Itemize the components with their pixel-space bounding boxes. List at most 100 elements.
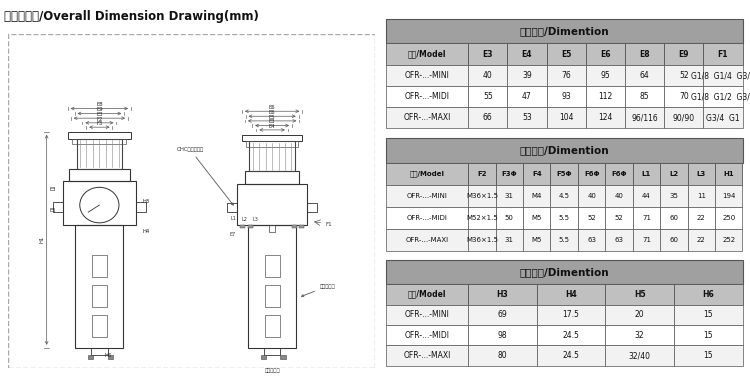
Text: 5.5: 5.5 xyxy=(559,237,570,243)
Bar xyxy=(307,203,317,213)
Text: 手动放水阀: 手动放水阀 xyxy=(264,368,280,373)
Text: M5: M5 xyxy=(532,215,542,221)
Bar xyxy=(664,107,704,128)
Text: 外形尺寸/Dimention: 外形尺寸/Dimention xyxy=(520,267,609,277)
Bar xyxy=(242,134,302,141)
Bar xyxy=(664,65,704,86)
Text: 型号/Model: 型号/Model xyxy=(408,290,446,299)
Text: 32/40: 32/40 xyxy=(628,351,651,360)
Text: F3Φ: F3Φ xyxy=(502,171,518,177)
Text: F2: F2 xyxy=(96,116,103,121)
Bar xyxy=(108,355,113,359)
Bar xyxy=(264,348,280,355)
Bar xyxy=(625,86,664,107)
Text: M36×1.5: M36×1.5 xyxy=(466,193,498,199)
Text: OFR-...-MAXI: OFR-...-MAXI xyxy=(404,351,451,360)
Bar xyxy=(625,43,664,65)
Text: E3: E3 xyxy=(50,187,56,192)
Bar xyxy=(578,163,605,185)
Bar xyxy=(92,315,107,337)
Text: E9: E9 xyxy=(96,107,103,112)
Text: 63: 63 xyxy=(614,237,623,243)
Text: 98: 98 xyxy=(498,331,507,340)
Bar xyxy=(496,185,523,207)
Text: E3: E3 xyxy=(482,49,493,59)
Bar xyxy=(92,255,107,277)
Bar xyxy=(507,107,547,128)
Text: 55: 55 xyxy=(483,92,493,101)
Text: 24.5: 24.5 xyxy=(562,331,580,340)
Bar xyxy=(547,107,586,128)
Text: 70: 70 xyxy=(679,92,688,101)
Bar xyxy=(496,163,523,185)
Bar xyxy=(386,19,742,43)
Text: 40: 40 xyxy=(483,71,493,80)
Bar xyxy=(547,65,586,86)
Bar xyxy=(704,65,742,86)
Text: M5: M5 xyxy=(532,237,542,243)
Bar xyxy=(468,185,496,207)
Text: 95: 95 xyxy=(601,71,610,80)
Text: OFR-...-MIDI: OFR-...-MIDI xyxy=(405,331,450,340)
Text: L1: L1 xyxy=(231,216,237,221)
Text: 96/116: 96/116 xyxy=(632,113,658,122)
Bar xyxy=(633,229,660,251)
Text: L3: L3 xyxy=(697,171,706,177)
Text: F6Φ: F6Φ xyxy=(611,171,627,177)
Bar xyxy=(715,163,742,185)
Text: 31: 31 xyxy=(505,237,514,243)
Text: H5: H5 xyxy=(634,290,646,299)
Text: F6Φ: F6Φ xyxy=(584,171,599,177)
Text: OFR-...-MIDI: OFR-...-MIDI xyxy=(406,215,448,221)
Bar xyxy=(605,185,633,207)
Bar xyxy=(704,43,742,65)
Text: 20: 20 xyxy=(634,310,644,319)
Text: E6: E6 xyxy=(268,105,275,110)
Text: 47: 47 xyxy=(522,92,532,101)
Text: L2: L2 xyxy=(669,171,679,177)
Bar xyxy=(468,163,496,185)
Text: L1: L1 xyxy=(642,171,651,177)
Bar xyxy=(507,65,547,86)
Bar xyxy=(468,65,507,86)
Bar xyxy=(91,348,108,355)
Bar xyxy=(550,229,578,251)
Bar xyxy=(386,345,468,366)
Bar xyxy=(386,325,468,345)
Bar xyxy=(704,107,742,128)
Text: 35: 35 xyxy=(670,193,678,199)
Text: 50: 50 xyxy=(505,215,514,221)
Text: 66: 66 xyxy=(483,113,493,122)
Text: 5.5: 5.5 xyxy=(559,215,570,221)
Text: 外形尺寸/Dimention: 外形尺寸/Dimention xyxy=(520,145,609,155)
Text: 52: 52 xyxy=(615,215,623,221)
Bar xyxy=(605,163,633,185)
Text: F2: F2 xyxy=(477,171,487,177)
Bar xyxy=(537,283,605,305)
Bar xyxy=(715,207,742,229)
Text: 44: 44 xyxy=(642,193,651,199)
Text: 39: 39 xyxy=(522,71,532,80)
Text: 型号/Model: 型号/Model xyxy=(410,171,445,177)
Text: OFR-...-MAXI: OFR-...-MAXI xyxy=(404,113,451,122)
Text: E7: E7 xyxy=(230,232,236,237)
Bar xyxy=(265,285,280,307)
Text: 外形尺寸图/Overall Dimension Drawing(mm): 外形尺寸图/Overall Dimension Drawing(mm) xyxy=(4,10,259,23)
Bar xyxy=(674,305,742,325)
Bar xyxy=(605,305,674,325)
Bar xyxy=(605,207,633,229)
Bar xyxy=(76,139,122,169)
Text: 52: 52 xyxy=(587,215,596,221)
Bar xyxy=(715,185,742,207)
Text: H4: H4 xyxy=(566,290,577,299)
Bar xyxy=(265,315,280,337)
Bar xyxy=(550,163,578,185)
Bar xyxy=(227,203,238,213)
Bar xyxy=(660,185,688,207)
Text: OFR-...-MINI: OFR-...-MINI xyxy=(406,193,448,199)
Bar xyxy=(280,355,286,359)
Text: E8: E8 xyxy=(96,102,103,107)
Bar xyxy=(625,65,664,86)
Text: M4: M4 xyxy=(532,193,542,199)
Bar xyxy=(69,169,130,181)
